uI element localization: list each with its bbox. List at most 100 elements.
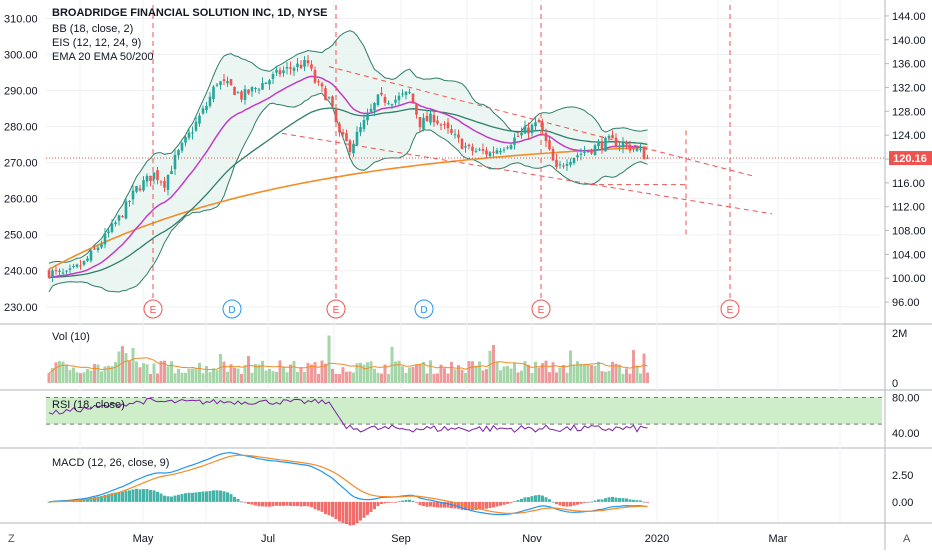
- macd-histogram-bar: [502, 501, 506, 505]
- macd-histogram-bar: [380, 501, 383, 505]
- volume-bar: [576, 361, 579, 383]
- candle-body: [635, 148, 639, 151]
- macd-histogram-bar: [254, 501, 257, 506]
- candle-body: [292, 68, 296, 71]
- candle-body: [250, 87, 254, 92]
- volume-bar: [180, 372, 184, 383]
- volume-bar: [394, 361, 397, 383]
- volume-bar: [142, 363, 145, 383]
- macd-histogram-bar: [114, 492, 117, 502]
- volume-pane[interactable]: [47, 335, 650, 384]
- macd-histogram-bar: [240, 501, 243, 503]
- macd-pane[interactable]: [47, 452, 650, 526]
- volume-axis-label: 2M: [892, 328, 907, 340]
- macd-histogram-bar: [429, 501, 432, 507]
- candle-body: [390, 104, 394, 106]
- candle-body: [502, 149, 506, 151]
- macd-histogram-bar: [173, 495, 177, 502]
- macd-histogram-bar: [327, 501, 331, 516]
- candle-body: [604, 137, 607, 152]
- volume-ma-line: [48, 357, 648, 374]
- volume-bar: [492, 345, 495, 383]
- volume-bar: [107, 365, 110, 383]
- earnings-marker[interactable]: [531, 299, 551, 319]
- volume-bar: [145, 364, 149, 383]
- macd-histogram-bar: [523, 497, 527, 502]
- dividend-marker[interactable]: [414, 299, 434, 319]
- macd-histogram-bar: [614, 497, 618, 502]
- macd-histogram-bar: [579, 501, 583, 504]
- volume-bar: [590, 365, 593, 383]
- earnings-marker[interactable]: [326, 299, 346, 319]
- candle-body: [383, 96, 387, 103]
- right-tick-label: 128.00: [892, 106, 926, 118]
- candle-body: [373, 102, 376, 111]
- volume-bar: [380, 373, 383, 383]
- candle-body: [205, 105, 208, 110]
- volume-bar: [110, 366, 114, 383]
- macd-histogram-bar: [348, 501, 352, 526]
- volume-bar: [614, 363, 618, 383]
- earnings-marker-label: E: [727, 305, 734, 316]
- candle-body: [366, 113, 369, 121]
- candle-body: [306, 60, 310, 64]
- macd-axis-label: 0.00: [892, 497, 913, 509]
- volume-bar: [453, 369, 457, 383]
- volume-bar: [509, 368, 513, 383]
- macd-histogram-bar: [163, 495, 166, 502]
- earnings-marker[interactable]: [143, 299, 163, 319]
- macd-histogram-bar: [376, 501, 380, 507]
- candle-body: [275, 69, 278, 73]
- macd-histogram-bar: [341, 501, 345, 523]
- macd-histogram-bar: [520, 498, 523, 502]
- candle-body: [117, 215, 121, 221]
- candle-body: [173, 154, 177, 170]
- macd-histogram-bar: [212, 490, 215, 502]
- right-tick-label: 96.00: [892, 297, 920, 309]
- volume-bar: [450, 361, 453, 383]
- macd-histogram-bar: [180, 493, 184, 502]
- macd-line: [48, 452, 648, 516]
- earnings-marker-label: E: [538, 305, 545, 316]
- macd-histogram-bar: [219, 490, 222, 502]
- volume-bar: [320, 360, 324, 383]
- trendline-annotation[interactable]: [328, 66, 753, 177]
- candle-body: [527, 127, 530, 134]
- trendline-annotation[interactable]: [281, 132, 773, 215]
- volume-bar: [488, 350, 492, 383]
- macd-histogram-bar: [635, 500, 639, 502]
- volume-bar: [278, 360, 282, 383]
- macd-histogram-bar: [278, 501, 282, 506]
- earnings-marker[interactable]: [720, 299, 740, 319]
- ema20-line: [48, 75, 648, 279]
- candle-body: [149, 175, 152, 181]
- volume-bar: [478, 361, 481, 383]
- candle-body: [285, 67, 289, 69]
- macd-histogram-bar: [215, 490, 219, 502]
- auto-scale-icon[interactable]: A: [903, 533, 911, 545]
- volume-bar: [583, 364, 586, 383]
- indicator-bb-label: BB (18, close, 2): [52, 23, 133, 35]
- macd-histogram-bar: [478, 501, 481, 510]
- volume-bar: [250, 372, 254, 383]
- macd-histogram-bar: [156, 491, 159, 502]
- volume-bar: [425, 373, 429, 383]
- zoom-icon[interactable]: Z: [8, 533, 15, 545]
- macd-histogram-bar: [86, 498, 89, 502]
- volume-bar: [135, 361, 138, 383]
- macd-histogram-bar: [100, 496, 103, 502]
- candle-body: [411, 93, 415, 104]
- candle-body: [576, 155, 579, 158]
- macd-histogram-bar: [261, 501, 264, 507]
- volume-bar: [166, 366, 170, 383]
- macd-histogram-bar: [208, 491, 212, 502]
- candle-body: [82, 260, 86, 265]
- rsi-line: [48, 397, 648, 433]
- candle-body: [642, 149, 646, 160]
- rsi-pane[interactable]: [46, 396, 882, 433]
- dividend-marker[interactable]: [222, 299, 242, 319]
- volume-bar: [208, 372, 212, 383]
